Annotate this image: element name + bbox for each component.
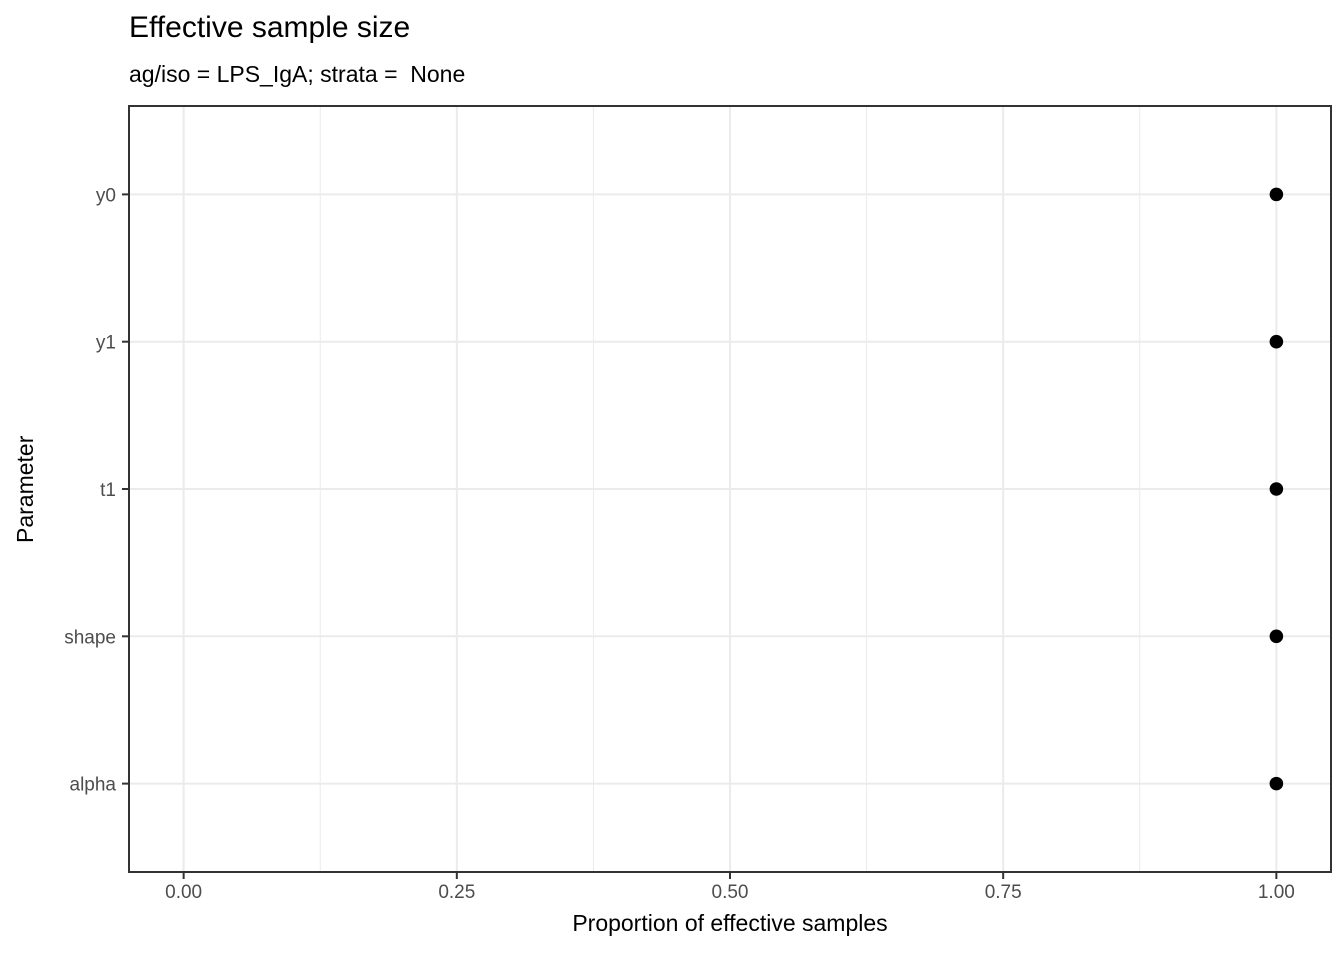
x-tick-label: 0.50 — [712, 882, 749, 903]
x-tick-label: 0.75 — [985, 882, 1022, 903]
y-tick-label-y0: y0 — [96, 185, 116, 206]
chart-subtitle: ag/iso = LPS_IgA; strata = None — [129, 61, 466, 87]
x-tick-label: 0.00 — [165, 882, 202, 903]
point-shape — [1269, 629, 1284, 644]
x-tick-label: 1.00 — [1258, 882, 1295, 903]
x-tick-label: 0.25 — [438, 882, 475, 903]
y-tick-label-shape: shape — [64, 627, 116, 648]
point-y1 — [1269, 334, 1284, 349]
point-alpha — [1269, 776, 1284, 791]
y-tick-label-y1: y1 — [96, 333, 116, 354]
point-y0 — [1269, 187, 1284, 202]
point-t1 — [1269, 482, 1284, 496]
x-axis-title: Proportion of effective samples — [572, 910, 888, 936]
chart-title: Effective sample size — [129, 11, 411, 44]
y-axis-title: Parameter — [12, 435, 38, 543]
y-tick-label-alpha: alpha — [70, 775, 117, 796]
y-tick-label-t1: t1 — [100, 480, 116, 501]
